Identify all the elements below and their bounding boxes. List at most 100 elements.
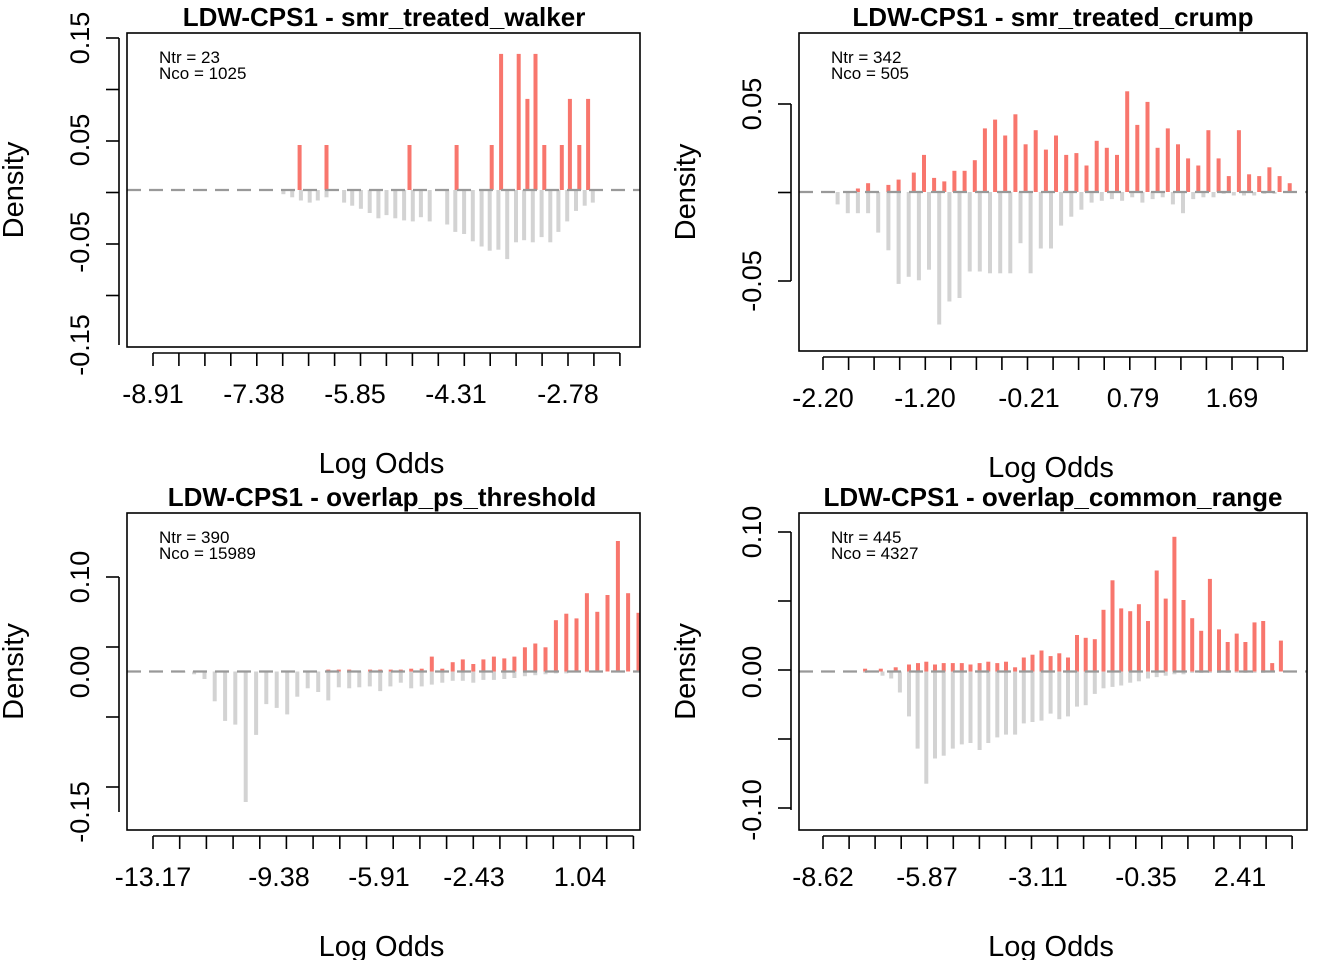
x-tick-label: -7.38	[223, 379, 285, 409]
x-tick-label: -5.91	[348, 862, 410, 892]
control-bar	[1136, 671, 1141, 682]
treated-bar	[1064, 154, 1069, 192]
treated-bar	[1270, 663, 1275, 672]
control-bar	[1242, 192, 1246, 196]
x-tick-label: 1.69	[1206, 383, 1259, 413]
control-bar	[514, 190, 518, 243]
treated-bar	[942, 181, 947, 192]
treated-bar	[1216, 158, 1221, 192]
control-bar	[1013, 671, 1018, 735]
control-bar	[409, 671, 414, 689]
treated-bar	[543, 647, 548, 672]
treated-bar	[982, 128, 987, 192]
control-bar	[845, 192, 850, 214]
series-treated	[326, 541, 641, 672]
treated-bar	[1206, 130, 1211, 192]
treated-bar	[595, 611, 600, 672]
control-bar	[957, 192, 962, 298]
control-bar	[388, 671, 393, 687]
control-bar	[1207, 671, 1212, 673]
treated-bar	[1146, 621, 1150, 672]
treated-bar	[1048, 656, 1053, 672]
treated-bar	[471, 664, 476, 672]
control-bar	[1079, 192, 1084, 210]
control-bar	[264, 671, 269, 705]
x-tick-label: -5.85	[324, 379, 386, 409]
y-tick-label: -0.05	[737, 250, 767, 312]
treated-bar	[1101, 609, 1106, 672]
treated-bar	[950, 663, 955, 672]
control-bar	[967, 192, 972, 272]
x-tick-label: -13.17	[115, 862, 192, 892]
control-bar	[295, 671, 300, 697]
control-bar	[326, 671, 331, 701]
control-bar	[376, 190, 381, 219]
chart-panel-1: -8.91 -7.38 -5.85 -4.31 -2.78 -0.15 -0.05 0.05 0…	[0, 2, 641, 480]
treated-bar	[1115, 154, 1119, 192]
treated-bar	[1003, 135, 1008, 192]
treated-bar	[489, 145, 494, 190]
x-tick-label: 2.41	[1214, 862, 1267, 892]
treated-bar	[1199, 630, 1204, 672]
control-bar	[1008, 192, 1013, 274]
treated-bar	[1075, 635, 1079, 672]
treated-bar	[959, 663, 964, 672]
treated-count: Ntr = 390	[159, 528, 229, 547]
treated-bar	[1155, 147, 1160, 192]
treated-bar	[1145, 101, 1150, 192]
control-count: Nco = 4327	[831, 544, 918, 563]
treated-bar	[1243, 642, 1248, 672]
x-tick-label: -4.31	[425, 379, 487, 409]
control-bar	[445, 190, 450, 225]
control-bar	[1128, 671, 1133, 683]
control-bar	[880, 671, 885, 676]
treated-bar	[977, 663, 982, 672]
treated-bar	[1074, 153, 1079, 192]
control-bar	[410, 190, 415, 222]
y-tick-label: 0.00	[65, 646, 95, 699]
control-bar	[866, 192, 871, 214]
y-tick-label: 0.05	[737, 78, 767, 131]
control-bar	[1099, 192, 1104, 201]
control-bar	[324, 190, 329, 198]
x-tick-label: -2.78	[537, 379, 599, 409]
treated-bar	[460, 659, 465, 672]
treated-bar	[454, 145, 459, 190]
chart-title: LDW-CPS1 - smr_treated_crump	[852, 2, 1253, 32]
treated-bar	[615, 541, 620, 672]
treated-bar	[553, 620, 558, 672]
control-count: Nco = 15989	[159, 544, 256, 563]
control-bar	[1119, 671, 1124, 686]
control-bar	[1150, 192, 1155, 200]
treated-bar	[1225, 642, 1230, 672]
series-treated	[297, 53, 591, 191]
treated-bar	[972, 160, 977, 192]
control-bar	[1039, 671, 1044, 721]
control-bar	[285, 671, 290, 715]
plot-frame	[126, 32, 641, 348]
treated-bar	[1257, 176, 1262, 192]
control-bar	[418, 190, 423, 218]
control-bar	[342, 190, 347, 203]
treated-bar	[924, 661, 929, 672]
treated-bar	[1128, 611, 1133, 672]
control-bar	[367, 671, 372, 687]
y-axis-title: Density	[670, 143, 702, 240]
treated-bar	[1004, 661, 1008, 672]
control-bar	[1252, 192, 1257, 196]
treated-bar	[962, 170, 967, 192]
treated-bar	[1165, 128, 1170, 192]
control-bar	[988, 192, 992, 274]
y-tick-label: -0.05	[65, 211, 95, 273]
control-bar	[924, 671, 929, 784]
treated-bar	[512, 656, 517, 672]
treated-bar	[584, 593, 589, 672]
control-bar	[1021, 671, 1026, 724]
x-axis-title: Log Odds	[988, 452, 1114, 484]
control-bar	[1130, 192, 1135, 198]
control-bar	[460, 671, 465, 681]
control-bar	[590, 190, 595, 203]
series-control	[181, 671, 589, 802]
treated-count: Ntr = 23	[159, 48, 220, 67]
control-bar	[896, 192, 901, 284]
